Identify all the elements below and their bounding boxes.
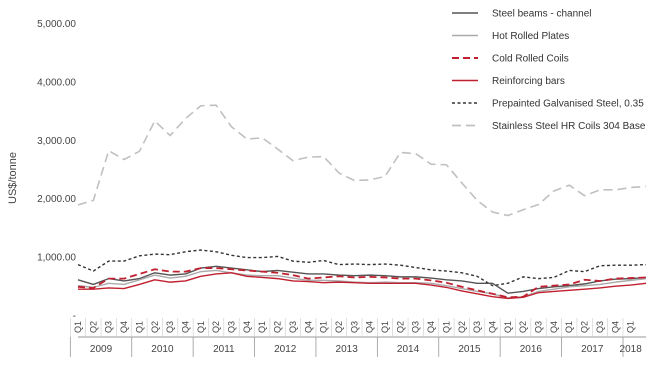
x-quarter-label: Q3 bbox=[227, 321, 237, 333]
x-quarter-label: Q4 bbox=[610, 321, 620, 333]
legend: Steel beams - channel Hot Rolled Plates Co… bbox=[452, 9, 646, 132]
y-tick-label: - bbox=[73, 311, 76, 322]
y-tick-label: 2,000.00 bbox=[37, 194, 76, 205]
x-quarter-label: Q3 bbox=[411, 321, 421, 333]
x-year-label: 2012 bbox=[274, 344, 297, 355]
x-quarter-label: Q2 bbox=[457, 321, 467, 333]
series-line-2 bbox=[77, 267, 647, 299]
x-quarter-label: Q1 bbox=[134, 321, 144, 333]
x-quarter-label: Q2 bbox=[150, 321, 160, 333]
legend-label: Cold Rolled Coils bbox=[492, 54, 569, 65]
x-quarter-label: Q1 bbox=[257, 321, 267, 333]
x-quarter-label: Q3 bbox=[349, 321, 359, 333]
x-quarter-label: Q3 bbox=[534, 321, 544, 333]
x-quarter-label: Q4 bbox=[487, 321, 497, 333]
x-quarter-label: Q4 bbox=[119, 321, 129, 333]
x-quarter-label: Q2 bbox=[395, 321, 405, 333]
y-axis-ticks: - 1,000.00 2,000.00 3,000.00 4,000.00 5,000.0… bbox=[37, 19, 76, 322]
series-line-4 bbox=[77, 249, 647, 287]
x-axis-ticks: Q1 Q2 Q3 Q4 Q1 Q2 Q3 Q4 Q1 Q2 Q3 Q4 Q1 Q2 Q3 Q4 Q1 Q2 Q3 Q4… bbox=[69, 318, 643, 357]
x-quarter-label: Q1 bbox=[503, 321, 513, 333]
x-quarter-label: Q2 bbox=[580, 321, 590, 333]
x-quarter-label: Q2 bbox=[273, 321, 283, 333]
x-year-label: 2014 bbox=[397, 344, 420, 355]
x-quarter-label: Q3 bbox=[595, 321, 605, 333]
x-quarter-label: Q1 bbox=[564, 321, 574, 333]
x-quarter-label: Q1 bbox=[626, 321, 636, 333]
series-line-0 bbox=[77, 265, 647, 294]
x-year-label: 2016 bbox=[520, 344, 543, 355]
x-quarter-label: Q4 bbox=[549, 321, 559, 333]
x-year-label: 2018 bbox=[620, 344, 643, 355]
x-quarter-label: Q3 bbox=[165, 321, 175, 333]
legend-label: Hot Rolled Plates bbox=[492, 31, 569, 42]
x-quarter-label: Q4 bbox=[180, 321, 190, 333]
y-axis-label: US$/tonne bbox=[7, 152, 19, 204]
x-year-label: 2009 bbox=[90, 344, 113, 355]
x-quarter-label: Q2 bbox=[211, 321, 221, 333]
legend-label: Steel beams - channel bbox=[492, 9, 592, 20]
x-year-label: 2015 bbox=[458, 344, 481, 355]
x-quarter-label: Q4 bbox=[242, 321, 252, 333]
series-line-3 bbox=[78, 272, 647, 300]
y-tick-label: 5,000.00 bbox=[37, 19, 76, 30]
x-quarter-label: Q1 bbox=[196, 321, 206, 333]
x-quarter-label: Q4 bbox=[365, 321, 375, 333]
legend-label: Reinforcing bars bbox=[492, 76, 565, 87]
x-quarter-label: Q4 bbox=[426, 321, 436, 333]
legend-label: Stainless Steel HR Coils 304 Base bbox=[492, 121, 646, 132]
x-quarter-label: Q1 bbox=[441, 321, 451, 333]
x-quarter-label: Q1 bbox=[380, 321, 390, 333]
x-quarter-label: Q3 bbox=[472, 321, 482, 333]
x-quarter-label: Q2 bbox=[334, 321, 344, 333]
x-quarter-label: Q3 bbox=[288, 321, 298, 333]
x-quarter-label: Q3 bbox=[104, 321, 114, 333]
x-quarter-label: Q4 bbox=[303, 321, 313, 333]
x-year-label: 2013 bbox=[336, 344, 359, 355]
series-lines bbox=[77, 104, 647, 300]
x-quarter-label: Q2 bbox=[518, 321, 528, 333]
y-tick-label: 1,000.00 bbox=[37, 253, 76, 264]
x-quarter-label: Q1 bbox=[319, 321, 329, 333]
y-tick-label: 4,000.00 bbox=[37, 77, 76, 88]
x-year-label: 2011 bbox=[213, 344, 235, 355]
x-quarter-label: Q1 bbox=[73, 321, 83, 333]
x-year-label: 2010 bbox=[151, 344, 174, 355]
x-year-label: 2017 bbox=[581, 344, 604, 355]
series-line-5 bbox=[77, 104, 647, 217]
y-tick-label: 3,000.00 bbox=[37, 136, 76, 147]
legend-label: Prepainted Galvanised Steel, 0.35 bbox=[492, 99, 644, 110]
x-quarter-label: Q2 bbox=[88, 321, 98, 333]
